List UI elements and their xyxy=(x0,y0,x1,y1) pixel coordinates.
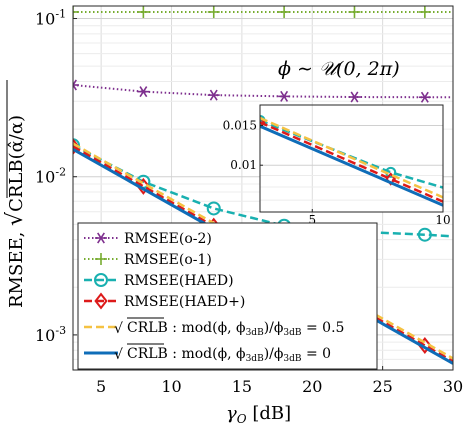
legend: RMSEE(o-2) RMSEE(o-1) RMSEE(HAED) RMSEE(… xyxy=(77,222,378,370)
marker-stroke xyxy=(388,40,393,48)
legend-label-crlb-zero: √ CRLB : mod(ϕ, ϕ3dB)/ϕ3dB = 0 xyxy=(114,343,331,364)
legend-box xyxy=(77,222,378,370)
x-axis-label: γO [dB] xyxy=(226,403,291,426)
marker-stroke xyxy=(209,89,218,101)
x-tick-label: 30 xyxy=(443,377,463,396)
series-rmsee-o-2- xyxy=(73,79,453,103)
marker-diamond xyxy=(260,115,266,130)
y-tick-label: 10-1 xyxy=(35,8,66,29)
main-ticks: 5 10 15 20 25 30 10-1 10-2 10-3 xyxy=(35,8,463,396)
marker-stroke xyxy=(280,90,289,102)
marker-circle xyxy=(206,201,221,216)
marker-asterisk xyxy=(418,91,431,103)
marker-stroke xyxy=(97,232,105,244)
inset-y-tick-label: 0.01 xyxy=(230,158,257,172)
marker-asterisk xyxy=(137,86,150,98)
legend-text-crlb-half: CRLB : mod(ϕ, ϕ3dB)/ϕ3dB = 0.5 xyxy=(127,320,344,338)
inset-series xyxy=(256,31,443,207)
sqrt-sign: √ xyxy=(114,321,123,337)
y-axis-label: RMSEE, √CRLB(α̂/α) xyxy=(3,80,28,308)
legend-label-haedp: RMSEE(HAED+) xyxy=(124,294,245,310)
inset-grid xyxy=(260,105,444,212)
annotation-distribution: ϕ ∼ 𝒰(0, 2π) xyxy=(278,58,400,80)
marker-stroke xyxy=(420,91,429,103)
y-tick-label: 10-2 xyxy=(35,166,66,187)
legend-label-haed: RMSEE(HAED) xyxy=(124,273,234,289)
x-tick-label: 5 xyxy=(96,377,106,396)
inset-plot: 5 10 0.01 0.015 xyxy=(223,31,451,227)
marker-circle xyxy=(73,138,80,153)
legend-text-crlb-zero: CRLB : mod(ϕ, ϕ3dB)/ϕ3dB = 0 xyxy=(127,346,331,364)
marker-circle xyxy=(417,227,432,242)
marker-asterisk xyxy=(73,79,79,91)
svg-text:RMSEE, √CRLB(α̂/α): RMSEE, √CRLB(α̂/α) xyxy=(3,115,28,308)
marker-circle xyxy=(94,273,108,287)
legend-label-o2: RMSEE(o-2) xyxy=(124,231,212,247)
marker-plus xyxy=(73,6,79,18)
marker-plus xyxy=(278,6,291,18)
marker-stroke xyxy=(258,31,263,39)
series-line xyxy=(260,124,443,207)
x-tick-label: 25 xyxy=(372,377,392,396)
marker-asterisk xyxy=(278,90,291,102)
sqrt-sign: √ xyxy=(114,347,123,363)
marker-asterisk xyxy=(386,40,395,48)
x-tick-label: 15 xyxy=(232,377,252,396)
marker-plus xyxy=(348,6,361,18)
series-line xyxy=(73,144,453,238)
marker-plus xyxy=(418,6,431,18)
marker-diamond xyxy=(94,292,108,310)
marker-stroke xyxy=(258,31,263,39)
plot-frame xyxy=(72,5,454,371)
marker-plus xyxy=(95,253,107,265)
marker-stroke xyxy=(139,86,148,98)
marker-asterisk xyxy=(95,232,107,244)
x-tick-label: 20 xyxy=(302,377,322,396)
legend-swatches xyxy=(84,232,118,355)
marker-asterisk xyxy=(207,89,220,101)
legend-label-crlb-half: √ CRLB : mod(ϕ, ϕ3dB)/ϕ3dB = 0.5 xyxy=(114,317,344,338)
svg-text:γO [dB]: γO [dB] xyxy=(226,403,291,426)
marker-stroke xyxy=(73,79,77,87)
marker-asterisk xyxy=(348,91,361,103)
legend-label-o1: RMSEE(o-1) xyxy=(124,252,212,268)
series-line xyxy=(73,84,453,99)
marker-stroke xyxy=(388,40,393,48)
inset-x-tick-label: 5 xyxy=(308,213,316,227)
marker-plus xyxy=(137,6,150,18)
inset-y-tick-label: 0.015 xyxy=(223,119,257,133)
inset-x-tick-label: 10 xyxy=(435,213,450,227)
inset-frame xyxy=(259,104,444,213)
inset-ticks: 5 10 0.01 0.015 xyxy=(223,119,451,227)
x-tick-label: 10 xyxy=(161,377,181,396)
marker-diamond xyxy=(418,336,432,355)
marker-asterisk xyxy=(256,31,265,39)
marker-plus xyxy=(207,6,220,18)
series--crlb-mod-3db-3db-0 xyxy=(260,124,443,207)
series-rmsee-o-1- xyxy=(73,6,453,18)
marker-stroke xyxy=(350,91,359,103)
marker-stroke xyxy=(73,83,77,91)
y-tick-label: 10-3 xyxy=(35,324,66,345)
